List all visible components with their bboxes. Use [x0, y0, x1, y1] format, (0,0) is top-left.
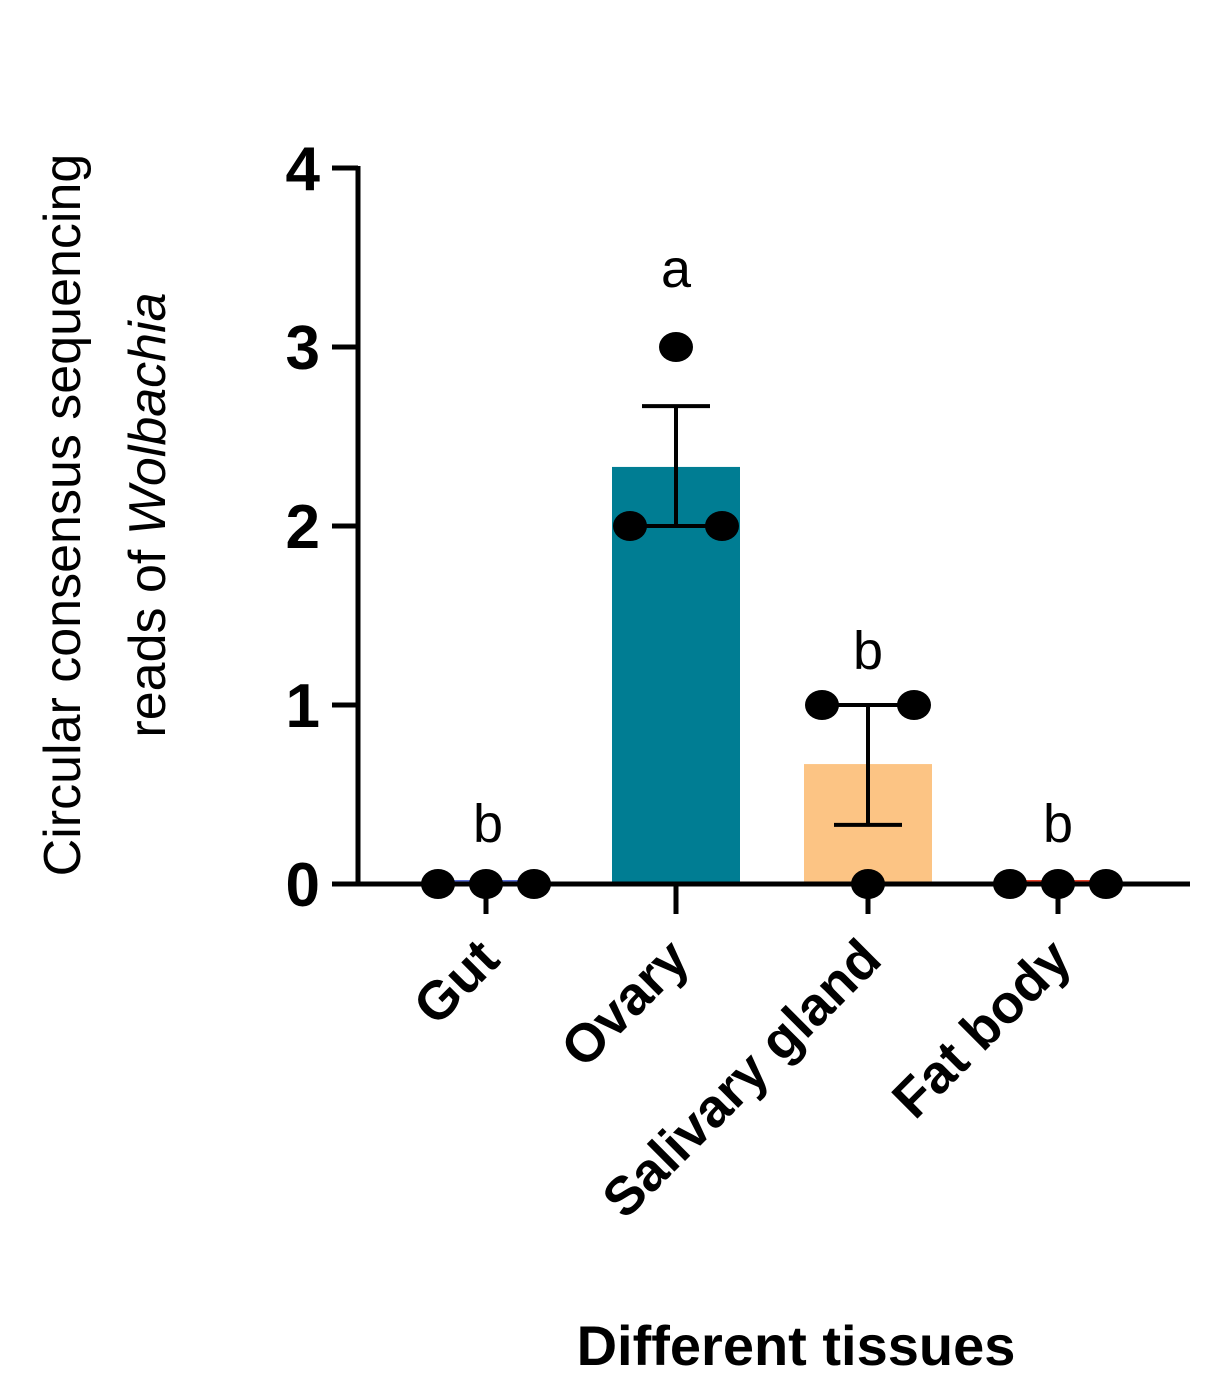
significance-label-2: b: [853, 621, 883, 681]
y-tick-label-0: 0: [286, 851, 320, 920]
y-tick-label-3: 3: [286, 314, 320, 383]
data-point-0-0: [421, 869, 455, 899]
data-point-1-1: [613, 511, 647, 541]
data-point-3-2: [1089, 869, 1123, 899]
data-point-1-0: [659, 332, 693, 362]
data-point-2-0: [805, 690, 839, 720]
data-point-3-1: [1041, 869, 1075, 899]
data-point-0-1: [469, 869, 503, 899]
y-axis-title-line2: reads of Wolbachia: [119, 292, 177, 737]
x-axis-title: Different tissues: [577, 1314, 1016, 1377]
data-point-1-2: [705, 511, 739, 541]
data-point-0-2: [517, 869, 551, 899]
x-tick-label-1: Ovary: [550, 928, 701, 1079]
y-axis-title: Circular consensus sequencing reads of W…: [34, 154, 177, 877]
significance-label-1: a: [661, 239, 692, 299]
y-tick-label-2: 2: [286, 493, 320, 562]
data-point-2-1: [897, 690, 931, 720]
data-point-3-0: [993, 869, 1027, 899]
y-axis-title-prefix: reads of: [119, 535, 177, 737]
significance-label-0: b: [473, 794, 503, 854]
y-axis-title-line1: Circular consensus sequencing: [34, 154, 92, 877]
bars-layer: [422, 466, 1122, 884]
y-tick-label-1: 1: [286, 672, 320, 741]
x-tick-label-0: Gut: [402, 928, 510, 1036]
error-bars-layer: [642, 404, 902, 827]
significance-label-3: b: [1043, 794, 1073, 854]
x-tick-label-3: Fat body: [881, 928, 1083, 1130]
data-point-2-2: [851, 869, 885, 899]
y-axis-title-italic: Wolbachia: [119, 292, 177, 535]
data-points-layer: [421, 332, 1123, 899]
y-tick-label-4: 4: [286, 135, 321, 204]
